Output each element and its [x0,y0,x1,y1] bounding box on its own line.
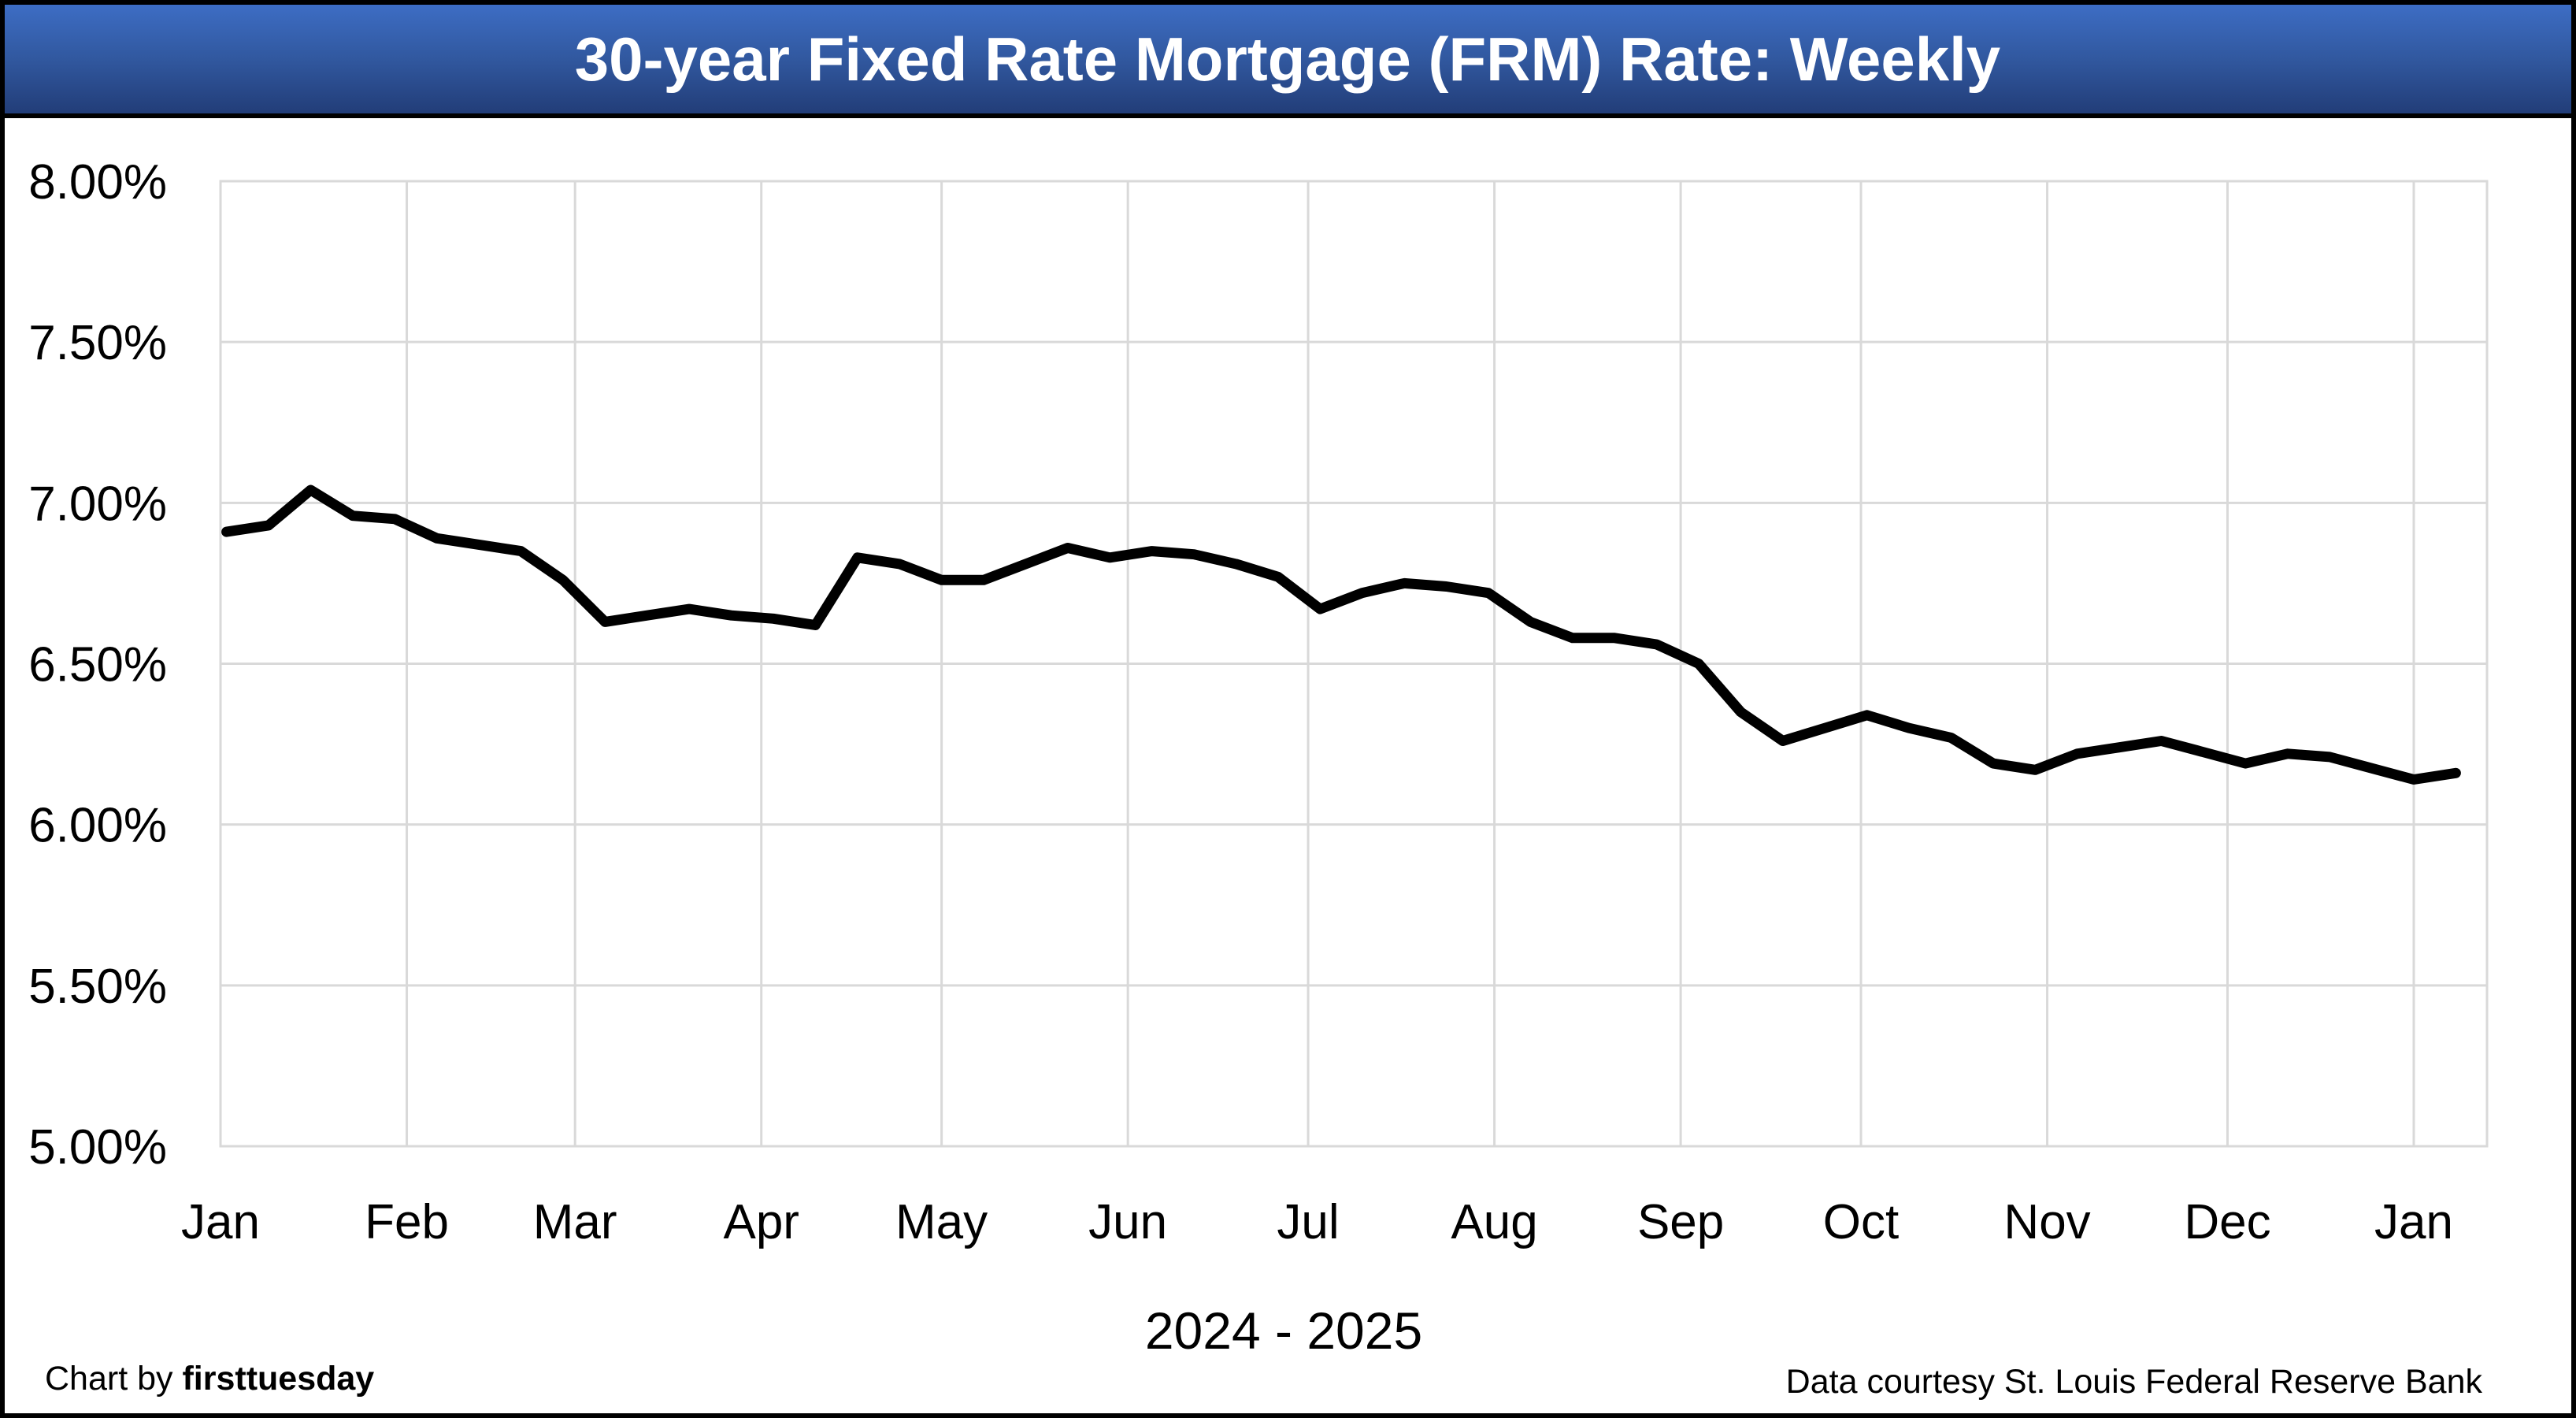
chart-background [5,5,2571,1413]
x-tick-label: Oct [1823,1195,1899,1249]
x-axis-labels: Jan Feb Mar Apr May Jun Jul Aug Sep Oct Nov Dec Jan [181,1195,2453,1249]
y-tick-label: 8.00% [28,155,167,210]
x-tick-label: Aug [1451,1195,1537,1249]
footer-credit-left: Chart by firsttuesday [45,1360,374,1398]
x-tick-label: Jan [181,1195,260,1249]
y-tick-label: 5.50% [28,960,167,1014]
x-tick-label: Apr [723,1195,799,1249]
y-tick-label: 6.50% [28,638,167,692]
x-tick-label: Feb [365,1195,449,1249]
title-bar [5,5,2571,113]
footer-credit-prefix: Chart by [45,1360,182,1398]
y-tick-label: 7.00% [28,477,167,531]
x-tick-label: Mar [533,1195,617,1249]
x-tick-label: Jun [1088,1195,1167,1249]
chart-title: 30-year Fixed Rate Mortgage (FRM) Rate: … [575,24,2000,94]
x-tick-label: May [895,1195,988,1249]
footer-brand: firsttuesday [182,1360,374,1398]
x-tick-label: Sep [1637,1195,1724,1249]
title-bar-separator [5,113,2571,118]
x-axis-title: 2024 - 2025 [1145,1301,1422,1360]
frm-rate-series-line [221,484,2461,785]
gridlines [219,180,2487,1148]
x-tick-label: Dec [2184,1195,2270,1249]
x-tick-label: Nov [2003,1195,2090,1249]
y-tick-label: 5.00% [28,1120,167,1175]
x-tick-label: Jul [1277,1195,1339,1249]
x-tick-label: Jan [2374,1195,2453,1249]
y-tick-label: 6.00% [28,799,167,853]
y-axis-labels: 8.00% 7.50% 7.00% 6.50% 6.00% 5.50% 5.00% [28,155,167,1175]
y-tick-label: 7.50% [28,316,167,370]
footer-credit-right: Data courtesy St. Louis Federal Reserve … [1786,1363,2483,1401]
